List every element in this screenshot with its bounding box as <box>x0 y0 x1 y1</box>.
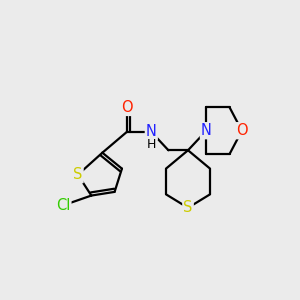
Text: N: N <box>201 123 212 138</box>
Text: Cl: Cl <box>56 198 70 213</box>
Text: S: S <box>183 200 193 215</box>
Text: N: N <box>146 124 157 140</box>
Text: S: S <box>73 167 83 182</box>
Text: O: O <box>236 123 248 138</box>
Text: O: O <box>121 100 133 115</box>
Text: H: H <box>147 138 156 151</box>
